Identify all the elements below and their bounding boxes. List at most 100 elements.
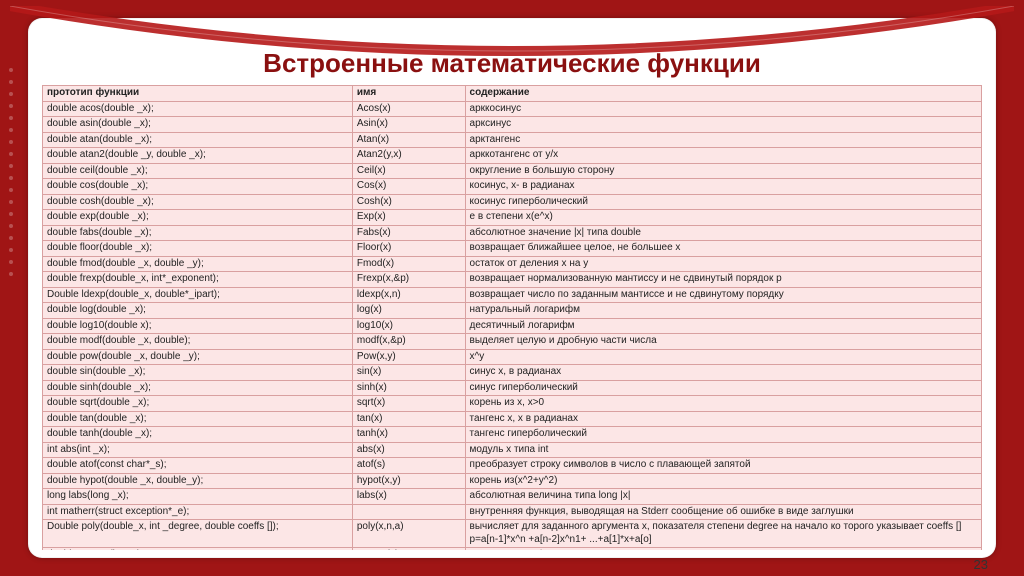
cell-name: ldexp(x,n) <box>352 287 465 303</box>
table-row: int abs(int _x);abs(x)модуль x типа int <box>43 442 982 458</box>
table-row: double fmod(double _x, double _y);Fmod(x… <box>43 256 982 272</box>
table-row: double fabs(double _x);Fabs(x)абсолютное… <box>43 225 982 241</box>
cell-prototype: double cos(double _x); <box>43 179 353 195</box>
table-row: double pow10(int _p);pow10(p)возвращает … <box>43 548 982 551</box>
cell-prototype: double pow10(int _p); <box>43 548 353 551</box>
cell-prototype: Double poly(double_x, int _degree, doubl… <box>43 520 353 548</box>
slide-frame: Встроенные математические функции протот… <box>0 0 1024 576</box>
table-row: double sin(double _x);sin(x)синус x, в р… <box>43 365 982 381</box>
cell-desc: возвращает ближайшее целое, не большее x <box>465 241 981 257</box>
cell-name: abs(x) <box>352 442 465 458</box>
cell-desc: e в степени x(e^x) <box>465 210 981 226</box>
cell-name: labs(x) <box>352 489 465 505</box>
table-row: double pow(double _x, double _y);Pow(x,y… <box>43 349 982 365</box>
cell-prototype: int abs(int _x); <box>43 442 353 458</box>
cell-name: tan(x) <box>352 411 465 427</box>
cell-prototype: double tan(double _x); <box>43 411 353 427</box>
cell-desc: округление в большую сторону <box>465 163 981 179</box>
cell-desc: остаток от деления x на y <box>465 256 981 272</box>
cell-name: Acos(x) <box>352 101 465 117</box>
cell-desc: арктангенс <box>465 132 981 148</box>
cell-prototype: double modf(double _x, double); <box>43 334 353 350</box>
table-row: double tan(double _x);tan(x)тангенс x, x… <box>43 411 982 427</box>
cell-prototype: double hypot(double _x, double_y); <box>43 473 353 489</box>
cell-prototype: double exp(double _x); <box>43 210 353 226</box>
cell-prototype: double acos(double _x); <box>43 101 353 117</box>
cell-desc: косинус, x- в радианах <box>465 179 981 195</box>
cell-desc: десятичный логарифм <box>465 318 981 334</box>
cell-prototype: double log10(double x); <box>43 318 353 334</box>
decor-dots <box>4 60 18 546</box>
cell-name: Cos(x) <box>352 179 465 195</box>
col-header-name: имя <box>352 86 465 102</box>
cell-name: Frexp(x,&p) <box>352 272 465 288</box>
cell-name: tanh(x) <box>352 427 465 443</box>
table-row: double ceil(double _x);Ceil(x)округление… <box>43 163 982 179</box>
cell-prototype: double cosh(double _x); <box>43 194 353 210</box>
cell-name: sqrt(x) <box>352 396 465 412</box>
cell-prototype: double fabs(double _x); <box>43 225 353 241</box>
cell-name: sinh(x) <box>352 380 465 396</box>
cell-desc: x^y <box>465 349 981 365</box>
slide-title: Встроенные математические функции <box>40 48 984 79</box>
cell-name <box>352 504 465 520</box>
cell-desc: натуральный логарифм <box>465 303 981 319</box>
cell-desc: арксинус <box>465 117 981 133</box>
cell-desc: арккосинус <box>465 101 981 117</box>
cell-desc: вычисляет для заданного аргумента x, пок… <box>465 520 981 548</box>
cell-desc: возвращает 10^p <box>465 548 981 551</box>
cell-desc: модуль x типа int <box>465 442 981 458</box>
cell-name: Exp(x) <box>352 210 465 226</box>
cell-prototype: double floor(double _x); <box>43 241 353 257</box>
table-row: double modf(double _x, double);modf(x,&p… <box>43 334 982 350</box>
table-row: double frexp(double_x, int*_exponent);Fr… <box>43 272 982 288</box>
table-row: Double poly(double_x, int _degree, doubl… <box>43 520 982 548</box>
cell-name: Asin(x) <box>352 117 465 133</box>
table-row: double atan2(double _y, double _x);Atan2… <box>43 148 982 164</box>
cell-name: log10(x) <box>352 318 465 334</box>
cell-prototype: double atan(double _x); <box>43 132 353 148</box>
cell-name: Pow(x,y) <box>352 349 465 365</box>
table-row: double tanh(double _x);tanh(x)тангенс ги… <box>43 427 982 443</box>
cell-desc: синус гиперболический <box>465 380 981 396</box>
functions-table: прототип функции имя содержание double a… <box>42 85 982 550</box>
table-row: double acos(double _x);Acos(x)арккосинус <box>43 101 982 117</box>
cell-desc: тангенс x, x в радианах <box>465 411 981 427</box>
table-row: double hypot(double _x, double_y);hypot(… <box>43 473 982 489</box>
cell-desc: тангенс гиперболический <box>465 427 981 443</box>
cell-name: hypot(x,y) <box>352 473 465 489</box>
table-row: double sinh(double _x);sinh(x)синус гипе… <box>43 380 982 396</box>
cell-prototype: double sinh(double _x); <box>43 380 353 396</box>
table-row: double asin(double _x);Asin(x) арксинус <box>43 117 982 133</box>
cell-name: poly(x,n,a) <box>352 520 465 548</box>
cell-desc: преобразует строку символов в число с пл… <box>465 458 981 474</box>
cell-desc: возвращает число по заданным мантиссе и … <box>465 287 981 303</box>
table-row: double floor(double _x);Floor(x)возвраща… <box>43 241 982 257</box>
cell-prototype: double frexp(double_x, int*_exponent); <box>43 272 353 288</box>
cell-name: Fmod(x) <box>352 256 465 272</box>
cell-prototype: double ceil(double _x); <box>43 163 353 179</box>
cell-prototype: Double ldexp(double_x, double*_ipart); <box>43 287 353 303</box>
cell-desc: абсолютная величина типа long |x| <box>465 489 981 505</box>
cell-prototype: long labs(long _x); <box>43 489 353 505</box>
cell-desc: арккотангенс от y/x <box>465 148 981 164</box>
cell-desc: выделяет целую и дробную части числа <box>465 334 981 350</box>
table-row: double sqrt(double _x);sqrt(x)корень из … <box>43 396 982 412</box>
table-container: прототип функции имя содержание double a… <box>40 85 984 550</box>
cell-prototype: double asin(double _x); <box>43 117 353 133</box>
cell-prototype: double tanh(double _x); <box>43 427 353 443</box>
col-header-prototype: прототип функции <box>43 86 353 102</box>
cell-prototype: double sin(double _x); <box>43 365 353 381</box>
cell-name: Cosh(x) <box>352 194 465 210</box>
cell-name: log(x) <box>352 303 465 319</box>
table-row: double atan(double _x);Atan(x)арктангенс <box>43 132 982 148</box>
cell-name: Atan2(y,x) <box>352 148 465 164</box>
cell-name: pow10(p) <box>352 548 465 551</box>
cell-name: Floor(x) <box>352 241 465 257</box>
cell-name: atof(s) <box>352 458 465 474</box>
cell-prototype: int matherr(struct exception*_e); <box>43 504 353 520</box>
table-row: double atof(const char*_s);atof(s)преобр… <box>43 458 982 474</box>
page-number: 23 <box>974 557 988 572</box>
cell-prototype: double atof(const char*_s); <box>43 458 353 474</box>
table-row: int matherr(struct exception*_e);внутрен… <box>43 504 982 520</box>
